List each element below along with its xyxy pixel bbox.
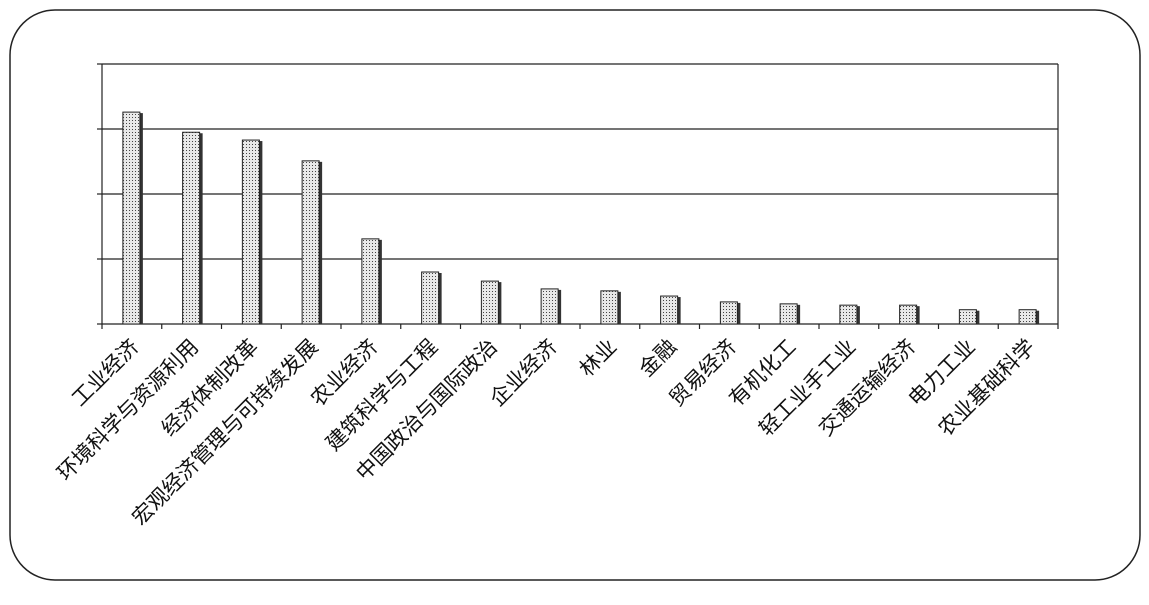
bar	[779, 303, 798, 325]
bar	[958, 309, 977, 325]
bar	[361, 238, 380, 325]
bar	[182, 131, 201, 325]
bar	[480, 280, 499, 325]
bar	[122, 111, 141, 325]
bar	[600, 290, 619, 325]
bar	[421, 271, 440, 325]
frame	[9, 9, 1141, 581]
bar	[839, 304, 858, 325]
bar	[241, 139, 260, 325]
bar	[719, 301, 738, 325]
bar	[301, 160, 320, 325]
bar	[1018, 309, 1037, 325]
bar	[660, 295, 679, 325]
bar	[540, 288, 559, 325]
bar	[899, 304, 918, 325]
